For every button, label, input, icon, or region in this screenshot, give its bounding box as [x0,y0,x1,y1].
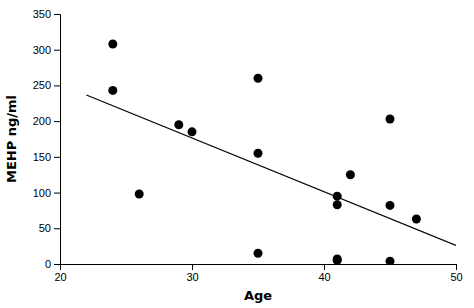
points [108,40,421,265]
y-tick-label: 0 [45,258,51,270]
point [333,192,342,201]
x-tick: 50 [450,264,462,283]
x-tick-label: 30 [186,271,198,283]
point [174,120,183,129]
plot: 20 30 40 50 0 50 100 150 200 250 300 350 [33,8,463,283]
point [254,74,263,83]
x-tick-label: 40 [318,271,330,283]
y-tick-mark [54,264,60,265]
point [412,215,421,224]
point [254,149,263,158]
y-tick-label: 250 [33,79,51,91]
y-tick: 250 [33,79,60,91]
x-axis: 20 30 40 50 [54,264,462,283]
x-tick-label: 50 [450,271,462,283]
x-tick-mark [324,264,325,270]
y-tick: 100 [33,187,60,199]
point [188,127,197,136]
chart: 20 30 40 50 0 50 100 150 200 250 300 350 Age MEHP ng/… [0,0,474,308]
y-tick: 50 [39,222,60,234]
regression-line [86,95,456,245]
point [386,257,395,264]
x-tick-mark [192,264,193,270]
y-tick-mark [54,121,60,122]
y-axis-line [54,15,61,265]
y-tick-label: 150 [33,151,51,163]
y-tick-mark [54,14,60,15]
y-tick-mark [54,228,60,229]
x-tick-mark [456,264,457,270]
x-tick: 20 [54,264,66,283]
y-tick-mark [54,50,60,51]
point [386,201,395,210]
point [135,190,144,199]
x-axis-title: Age [244,288,272,303]
y-tick-mark [54,193,60,194]
x-tick: 40 [318,264,330,283]
point [108,86,117,95]
marks [86,40,456,265]
y-tick-label: 350 [33,8,51,20]
point [333,200,342,209]
x-tick: 30 [186,264,198,283]
y-tick-mark [54,157,60,158]
point [333,256,342,264]
y-tick: 350 [33,8,60,20]
y-tick-label: 100 [33,187,51,199]
y-tick: 150 [33,151,60,163]
point [386,115,395,124]
y-tick: 0 [45,258,60,270]
y-tick-label: 300 [33,44,51,56]
y-tick-mark [54,85,60,86]
y-tick: 200 [33,115,60,127]
y-tick-label: 50 [39,222,51,234]
point [254,249,263,258]
x-axis-line [61,265,457,271]
y-tick: 300 [33,44,60,56]
y-axis: 0 50 100 150 200 250 300 350 [33,8,61,270]
point [108,40,117,49]
x-tick-label: 20 [54,271,66,283]
point [346,170,355,179]
y-axis-title: MEHP ng/ml [4,95,19,183]
y-tick-label: 200 [33,115,51,127]
